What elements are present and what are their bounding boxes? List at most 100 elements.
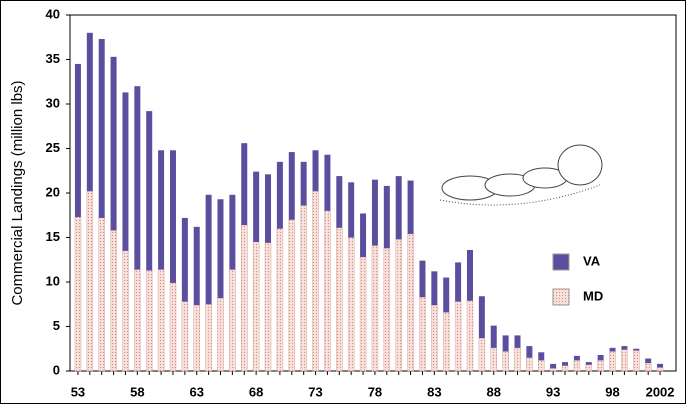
bar-segment <box>336 176 342 228</box>
bar-segment <box>384 186 390 248</box>
bar-texture <box>621 350 627 371</box>
bar-segment <box>301 162 307 206</box>
bar-segment <box>158 150 164 269</box>
bar-texture <box>503 351 509 371</box>
bar-segment <box>550 364 556 368</box>
bar-texture <box>87 191 93 371</box>
bar-texture <box>146 270 152 371</box>
bar-segment <box>182 218 188 302</box>
bar-segment <box>431 271 437 305</box>
bar-segment <box>408 181 414 234</box>
y-tick-label: 25 <box>46 140 60 155</box>
bar-segment <box>122 92 128 250</box>
bar-texture <box>122 251 128 371</box>
bar-segment <box>75 64 81 217</box>
bar-texture <box>372 246 378 371</box>
bar-segment <box>348 182 354 237</box>
bar-texture <box>526 358 532 371</box>
bar-segment <box>633 349 639 351</box>
bar-texture <box>491 348 497 371</box>
bar-texture <box>431 305 437 371</box>
bar-texture <box>443 312 449 371</box>
bar-texture <box>194 305 200 371</box>
bar-segment <box>645 359 651 363</box>
bar-segment <box>562 362 568 366</box>
bar-texture <box>479 338 485 371</box>
bar-texture <box>289 220 295 371</box>
bar-segment <box>206 195 212 304</box>
x-tick-label: 2002 <box>646 384 675 399</box>
bar-texture <box>241 225 247 371</box>
bar-texture <box>218 298 224 371</box>
bar-segment <box>657 364 663 368</box>
bar-texture <box>657 367 663 371</box>
bar-segment <box>324 155 330 211</box>
bar-segment <box>372 180 378 246</box>
bar-texture <box>396 239 402 371</box>
bar-segment <box>99 39 105 218</box>
bar-segment <box>515 335 521 347</box>
bar-texture <box>384 248 390 371</box>
bar-texture <box>324 211 330 371</box>
x-tick-label: 98 <box>605 384 619 399</box>
bar-texture <box>265 243 271 371</box>
bar-segment <box>146 111 152 270</box>
bar-texture <box>645 363 651 371</box>
bar-texture <box>610 351 616 371</box>
y-tick-label: 10 <box>46 273 60 288</box>
oyster-illustration <box>440 145 602 205</box>
y-tick-label: 5 <box>53 318 60 333</box>
x-tick-label: 53 <box>71 384 85 399</box>
bar-texture <box>229 270 235 371</box>
bar-segment <box>574 356 580 360</box>
bar-segment <box>419 261 425 297</box>
bar-texture <box>253 242 259 371</box>
bar-texture <box>633 351 639 371</box>
bar-segment <box>87 33 93 191</box>
x-tick-label: 73 <box>308 384 322 399</box>
bar-segment <box>443 278 449 313</box>
bar-segment <box>241 143 247 225</box>
bar-texture <box>170 283 176 371</box>
chart: Commercial Landings (million lbs) VAMD 0… <box>0 0 686 404</box>
bar-segment <box>479 296 485 338</box>
y-tick-label: 15 <box>46 229 60 244</box>
bar-texture <box>360 257 366 371</box>
bar-segment <box>610 348 616 352</box>
bar-segment <box>134 86 140 269</box>
legend-label: VA <box>583 253 601 268</box>
y-tick-label: 35 <box>46 51 60 66</box>
bar-texture <box>467 301 473 371</box>
x-tick-label: 83 <box>427 384 441 399</box>
bar-segment <box>289 152 295 220</box>
bar-texture <box>134 270 140 371</box>
bar-segment <box>586 362 592 365</box>
bar-texture <box>408 234 414 371</box>
bar-texture <box>562 366 568 371</box>
bar-segment <box>194 227 200 305</box>
bar-texture <box>277 229 283 371</box>
y-tick-label: 20 <box>46 184 60 199</box>
bar-segment <box>503 335 509 351</box>
bar-texture <box>574 360 580 371</box>
bar-segment <box>111 57 117 231</box>
bar-segment <box>491 326 497 348</box>
bar-texture <box>206 304 212 371</box>
bar-texture <box>515 348 521 371</box>
y-axis-label: Commercial Landings (million lbs) <box>9 80 26 305</box>
legend-swatch <box>553 254 569 270</box>
bar-segment <box>455 262 461 301</box>
bar-texture <box>313 191 319 371</box>
x-tick-label: 78 <box>368 384 382 399</box>
bar-texture <box>419 297 425 371</box>
bar-segment <box>538 352 544 360</box>
page: {"chart_data": {"type": "stacked-bar", "… <box>0 0 686 404</box>
y-tick-label: 30 <box>46 95 60 110</box>
bar-texture <box>455 302 461 371</box>
bar-segment <box>265 174 271 243</box>
legend-texture <box>553 289 569 305</box>
bar-texture <box>348 238 354 372</box>
bar-texture <box>538 360 544 371</box>
bar-segment <box>253 172 259 242</box>
